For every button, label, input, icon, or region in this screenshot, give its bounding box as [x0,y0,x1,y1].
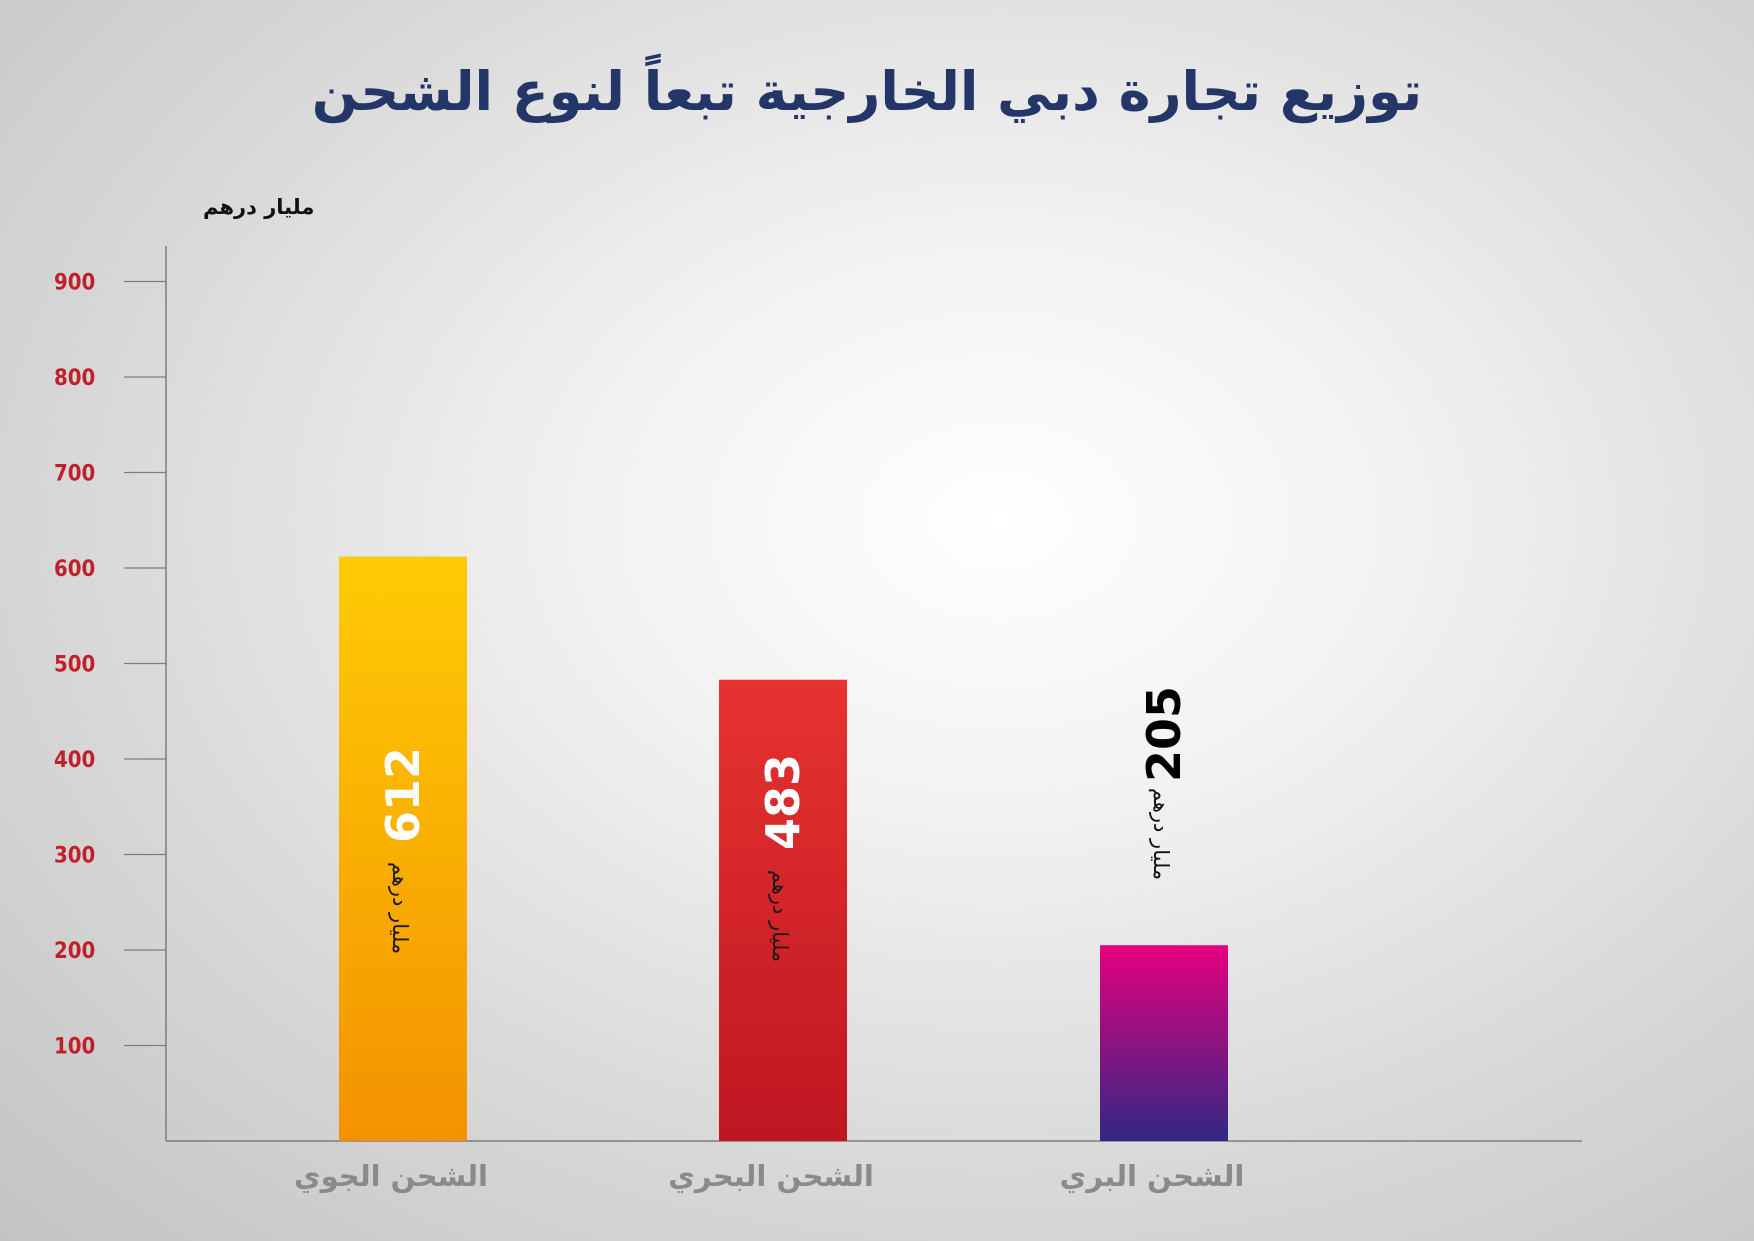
y-tick-label: 200 [54,939,95,964]
y-axis-ticks: 100 200 300 400 500 600 700 800 900 [54,271,166,1060]
x-category-label: الشحن البري [1060,1159,1245,1193]
y-tick-label: 700 [54,462,95,487]
bar-value-label: 483 [756,754,810,850]
y-tick-label: 100 [54,1035,95,1060]
x-category-label: الشحن الجوي [294,1159,488,1193]
y-tick-label: 900 [54,271,95,296]
bar-unit-label: مليار درهم [1148,788,1173,880]
bar-unit-label: مليار درهم [767,870,792,962]
bar-value-label: 612 [376,747,430,843]
x-axis-labels: الشحن الجوي الشحن البحري الشحن البري [294,1159,1244,1193]
bar [1100,945,1228,1141]
y-axis-unit-label: مليار درهم [203,195,314,219]
y-tick-label: 500 [54,653,95,678]
bar [339,556,467,1141]
chart-title: توزيع تجارة دبي الخارجية تبعاً لنوع الشح… [312,53,1422,123]
bars: 612 مليار درهم 483 مليار درهم 205 مليار درهم [339,556,1228,1141]
y-tick-label: 800 [54,366,95,391]
y-tick-label: 400 [54,748,95,773]
bar [719,679,847,1141]
y-tick-label: 300 [54,844,95,869]
y-tick-label: 600 [54,557,95,582]
x-category-label: الشحن البحري [668,1159,874,1193]
bar-unit-label: مليار درهم [387,862,412,954]
bar-value-label: 205 [1137,686,1191,782]
